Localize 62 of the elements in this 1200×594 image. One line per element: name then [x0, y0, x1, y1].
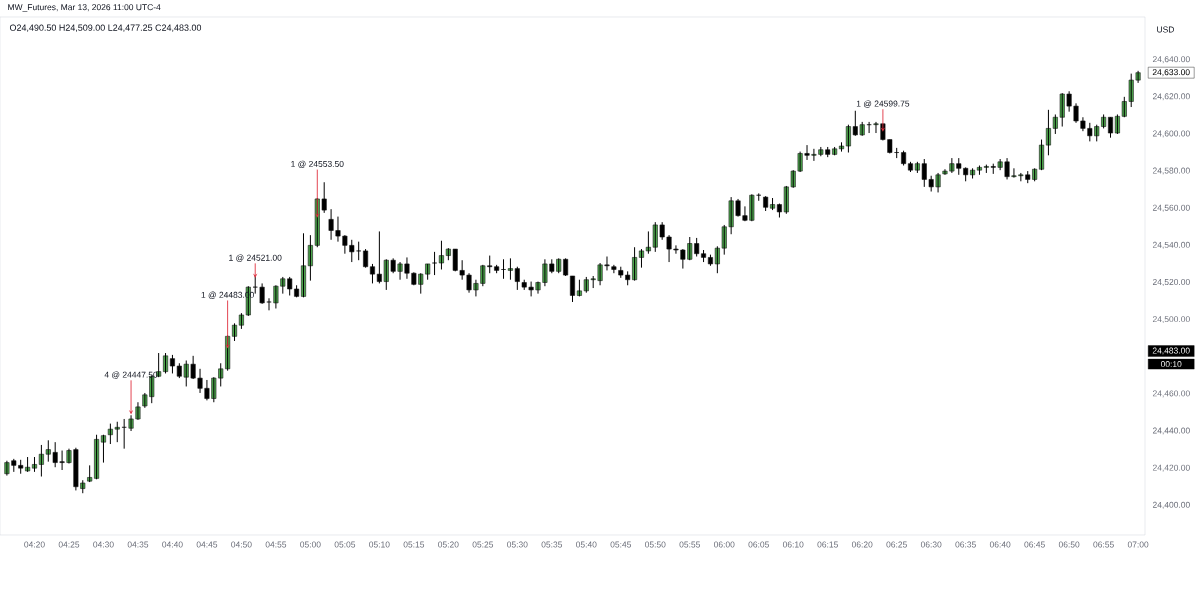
- candlestick: [100, 434, 106, 464]
- y-tick-label: 24,500.00: [1152, 316, 1190, 324]
- x-tick-label: 05:20: [438, 541, 459, 548]
- y-tick-label: 24,640.00: [1152, 56, 1190, 64]
- x-tick-label: 06:15: [817, 541, 838, 548]
- candlestick: [839, 141, 845, 153]
- annotation: 1 @ 24521.00: [229, 254, 282, 262]
- x-tick-label: 04:35: [127, 541, 149, 548]
- y-axis-title: USD: [1157, 26, 1174, 33]
- x-tick-label: 04:20: [24, 541, 45, 548]
- y-tick-label: 24,560.00: [1152, 204, 1190, 212]
- x-tick-label: 05:40: [576, 541, 597, 548]
- x-tick-label: 04:25: [58, 541, 80, 548]
- x-tick-label: 07:00: [1127, 541, 1149, 548]
- x-tick-label: 06:10: [782, 541, 804, 548]
- y-tick-label: 24,460.00: [1152, 390, 1190, 398]
- y-tick-label: 24,620.00: [1152, 93, 1190, 101]
- text: 24,483.00: [1152, 347, 1190, 355]
- candlestick: [31, 456, 37, 473]
- x-tick-label: 05:05: [334, 541, 356, 548]
- candlestick: [770, 197, 776, 211]
- candlestick: [638, 248, 644, 269]
- x-tick-label: 04:40: [162, 541, 183, 548]
- x-tick-label: 05:25: [472, 541, 494, 548]
- annotation: 1 @ 24599.75: [856, 100, 910, 108]
- x-tick-label: 04:30: [93, 541, 114, 548]
- y-tick-label: 24,600.00: [1152, 130, 1190, 138]
- x-tick-label: 06:20: [851, 541, 873, 548]
- x-tick-label: 04:50: [231, 541, 252, 548]
- x-tick-label: 06:50: [1058, 541, 1080, 548]
- candlestick: [369, 263, 375, 284]
- text: 24,633.00: [1152, 69, 1190, 77]
- y-tick-label: 24,420.00: [1152, 464, 1190, 472]
- x-tick-label: 06:45: [1024, 541, 1045, 548]
- candlestick: [907, 161, 913, 173]
- y-tick-label: 24,440.00: [1152, 427, 1190, 435]
- x-tick-label: 05:10: [369, 541, 390, 548]
- x-tick-label: 05:15: [403, 541, 425, 548]
- x-tick-label: 06:55: [1093, 541, 1114, 548]
- annotation: O24,490.50 H24,509.00 L24,477.25 C24,483.00: [9, 24, 202, 32]
- x-tick-label: 06:40: [989, 541, 1011, 548]
- text: 00:10: [1160, 361, 1182, 368]
- annotation: 1 @ 24553.50: [291, 160, 344, 169]
- y-tick-label: 24,520.00: [1152, 279, 1190, 286]
- x-tick-label: 05:35: [541, 541, 563, 548]
- chart-subtitle: MW_Futures, Mar 13, 2026 11:00 UTC-4: [8, 4, 161, 12]
- x-tick-label: 04:55: [265, 541, 287, 548]
- x-tick-label: 04:45: [196, 541, 218, 548]
- y-tick-label: 24,540.00: [1152, 241, 1190, 249]
- y-tick-label: 24,580.00: [1152, 167, 1190, 175]
- x-tick-label: 06:35: [955, 541, 976, 548]
- x-tick-label: 06:00: [713, 541, 735, 548]
- x-tick-label: 06:30: [920, 541, 942, 548]
- x-tick-label: 05:30: [507, 541, 528, 548]
- x-tick-label: 06:05: [748, 541, 769, 548]
- x-tick-label: 05:50: [645, 541, 666, 548]
- x-tick-label: 05:45: [610, 541, 632, 548]
- x-tick-label: 05:00: [300, 541, 321, 548]
- x-tick-label: 06:25: [886, 541, 907, 548]
- x-tick-label: 05:55: [679, 541, 700, 548]
- y-tick-label: 24,400.00: [1152, 501, 1190, 509]
- candlestick: [611, 264, 617, 274]
